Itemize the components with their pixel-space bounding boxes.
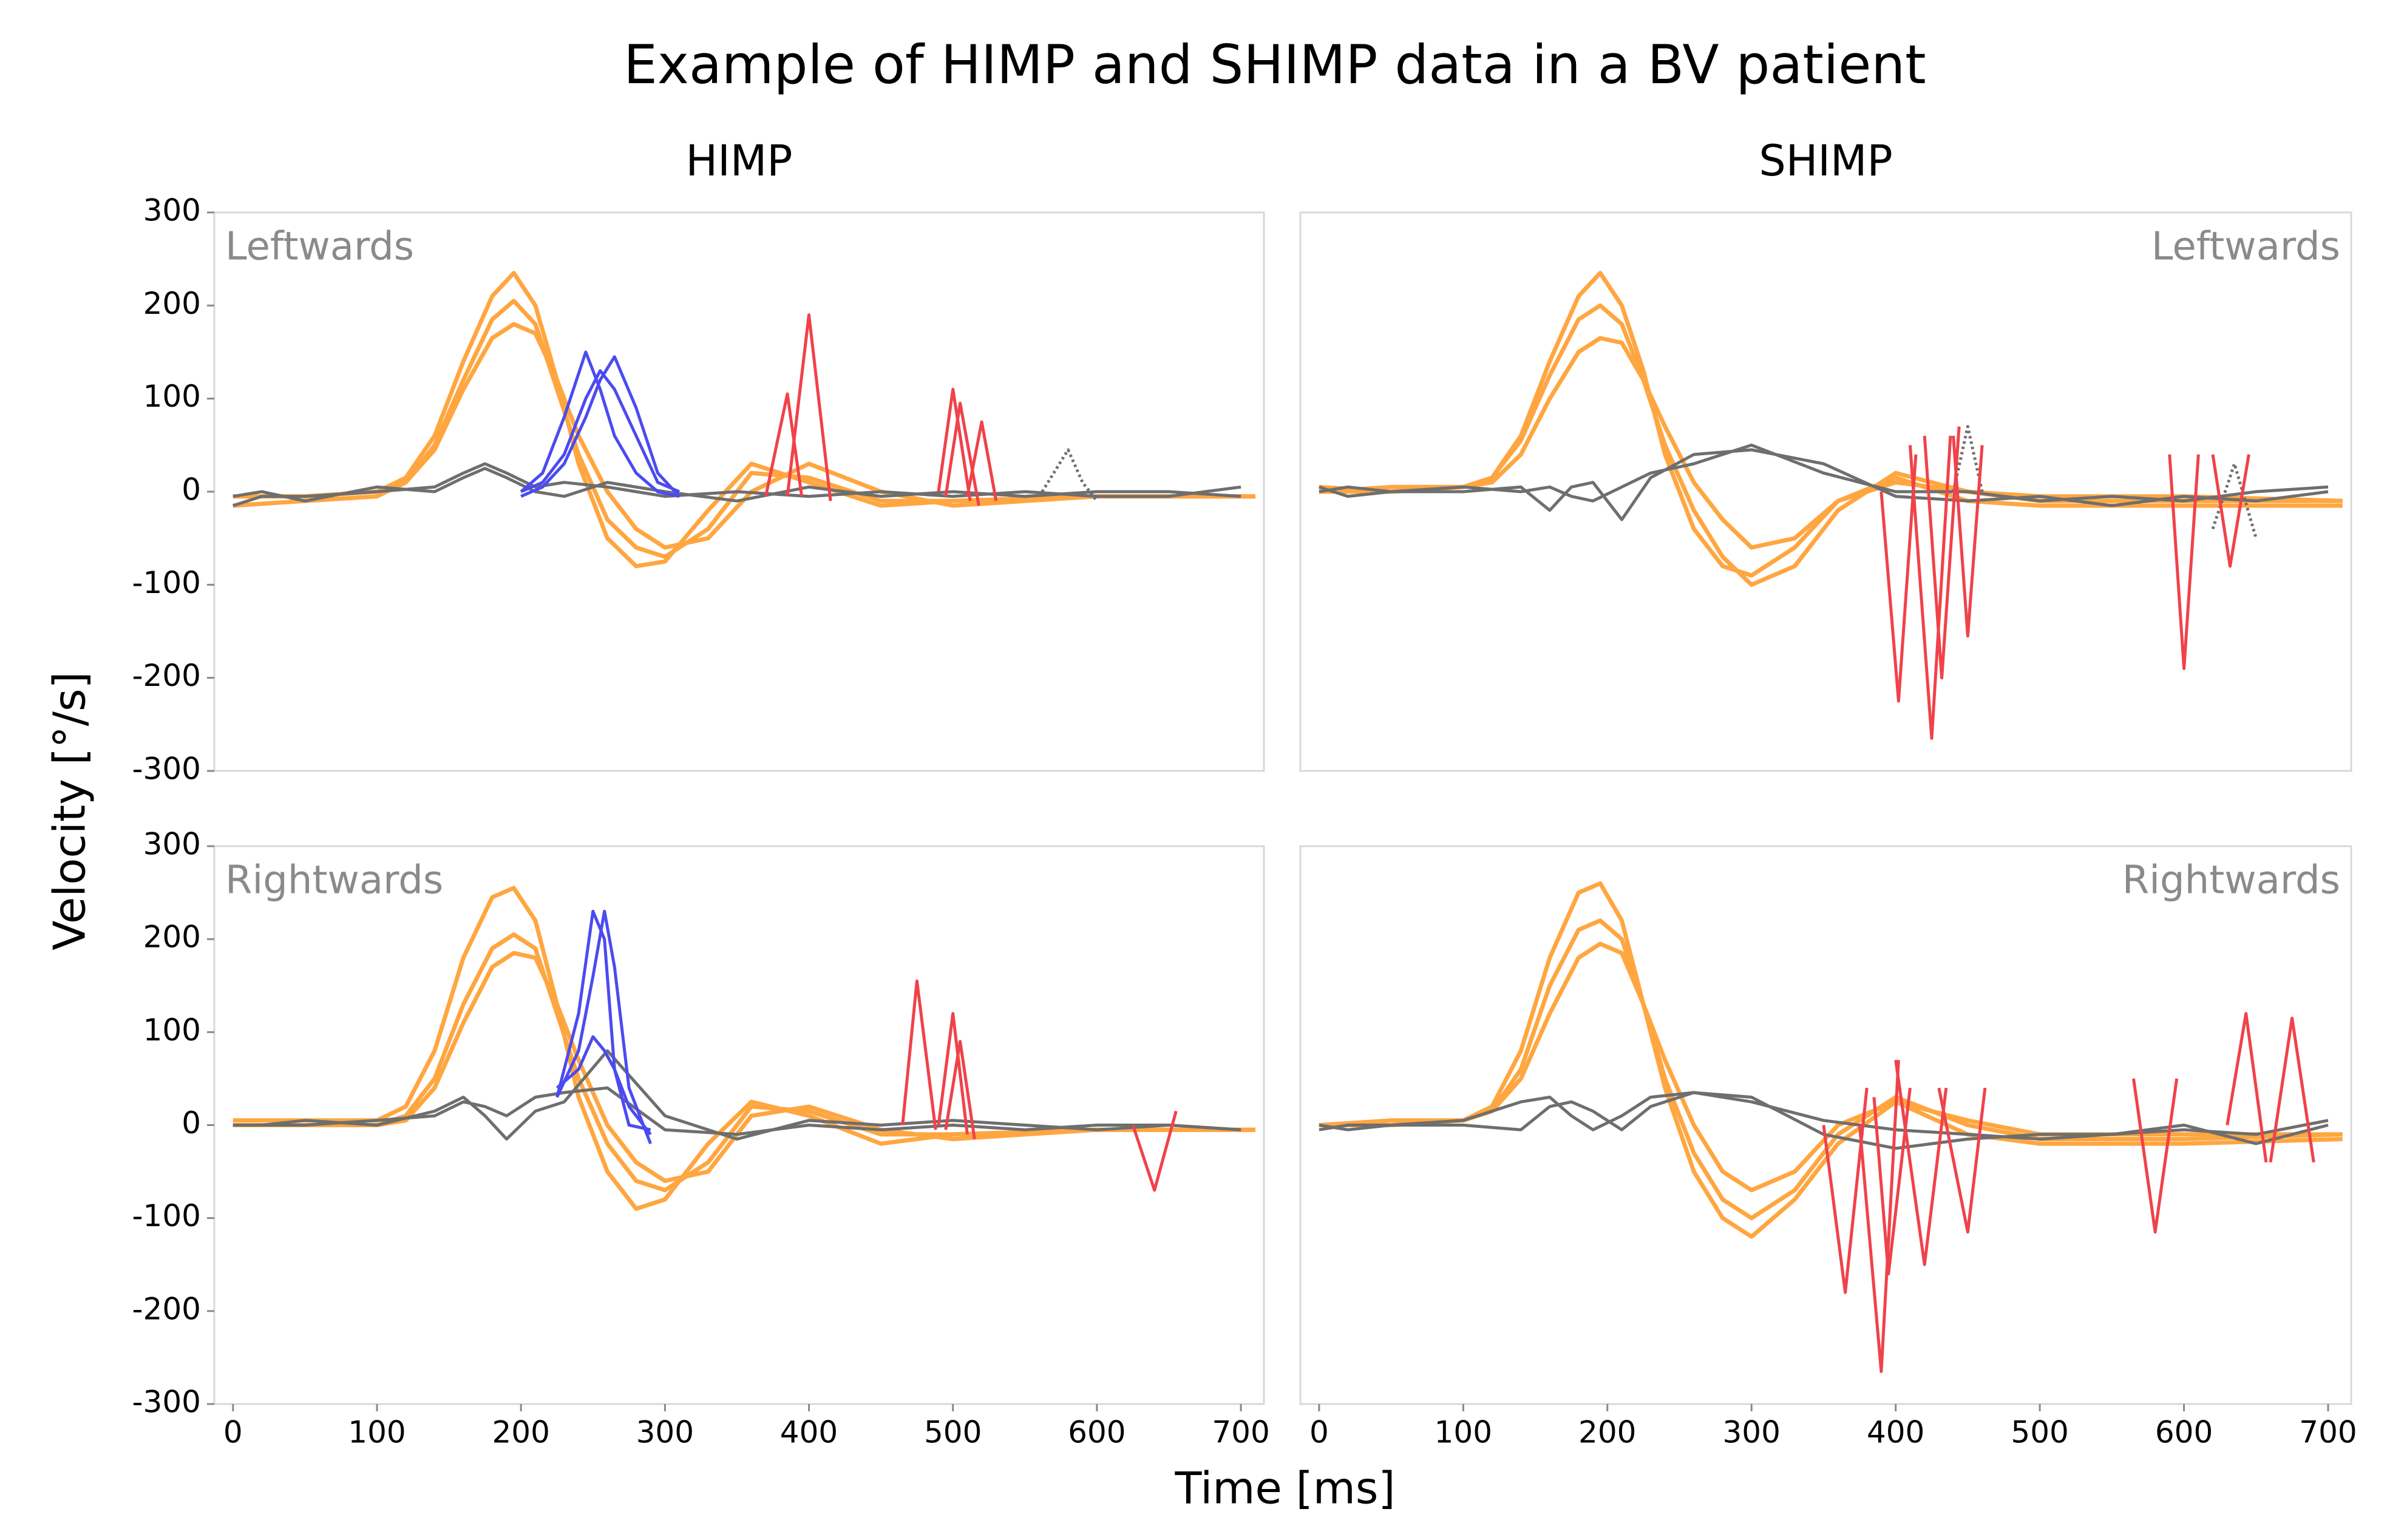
trace — [1319, 271, 2343, 578]
x-tick-label: 200 — [1578, 1415, 1636, 1450]
panel-frame — [1299, 845, 2352, 1405]
trace — [2132, 1078, 2179, 1234]
trace — [233, 951, 1255, 1183]
panel-annotation: Leftwards — [225, 225, 414, 270]
trace — [233, 886, 1255, 1211]
y-tick-label: 200 — [143, 920, 201, 955]
trace — [233, 1086, 1241, 1136]
trace — [965, 420, 998, 501]
y-tick-label: 300 — [143, 827, 201, 862]
x-tick-label: 400 — [780, 1415, 838, 1450]
x-tick-label: 200 — [492, 1415, 549, 1450]
y-tick-label: 300 — [143, 193, 201, 228]
trace — [1952, 425, 1984, 492]
trace — [1319, 881, 2343, 1239]
trace — [1908, 435, 1952, 740]
x-tick-label: 500 — [2011, 1415, 2068, 1450]
x-tick-label: 500 — [924, 1415, 982, 1450]
x-tick-label: 300 — [1722, 1415, 1780, 1450]
trace — [1319, 1091, 2329, 1150]
trace — [233, 467, 1241, 503]
trace — [764, 392, 804, 497]
trace — [937, 387, 972, 501]
trace — [1872, 1087, 1912, 1276]
y-tick-label: 0 — [182, 1105, 201, 1141]
panel-annotation: Leftwards — [2151, 225, 2340, 270]
trace — [520, 350, 680, 498]
trace — [786, 313, 832, 501]
y-tick-label: -300 — [132, 1385, 201, 1420]
trace — [233, 932, 1255, 1193]
trace — [1319, 443, 2329, 503]
y-tick-label: -300 — [132, 751, 201, 787]
x-tick-label: 100 — [1435, 1415, 1492, 1450]
y-tick-label: -200 — [132, 658, 201, 693]
trace — [1319, 448, 2329, 521]
trace — [1894, 1059, 1948, 1266]
panel-title: HIMP — [686, 136, 793, 186]
y-axis-label: Velocity [°/s] — [44, 671, 95, 950]
trace — [1319, 336, 2343, 550]
x-tick-label: 700 — [1212, 1415, 1269, 1450]
trace — [555, 909, 651, 1131]
y-tick-label: 100 — [143, 1013, 201, 1048]
trace — [1937, 1087, 1987, 1234]
trace — [937, 1012, 969, 1135]
y-tick-label: 200 — [143, 286, 201, 321]
trace — [1858, 1060, 1900, 1373]
x-tick-label: 600 — [2155, 1415, 2213, 1450]
trace — [233, 299, 1255, 559]
trace — [1037, 448, 1098, 502]
y-tick-label: 100 — [143, 379, 201, 414]
trace — [233, 322, 1255, 550]
x-tick-label: 300 — [636, 1415, 694, 1450]
trace — [233, 462, 1241, 507]
trace — [901, 979, 937, 1130]
x-tick-label: 100 — [348, 1415, 406, 1450]
trace — [2269, 1016, 2315, 1163]
y-tick-label: -200 — [132, 1291, 201, 1326]
trace — [1131, 1110, 1178, 1192]
panel-annotation: Rightwards — [2122, 858, 2340, 903]
y-tick-label: 0 — [182, 472, 201, 507]
x-tick-label: 700 — [2299, 1415, 2357, 1450]
panel-annotation: Rightwards — [225, 858, 443, 903]
y-tick-label: -100 — [132, 565, 201, 600]
trace — [233, 271, 1255, 569]
trace — [520, 355, 681, 498]
trace — [233, 1049, 1241, 1141]
y-tick-label: -100 — [132, 1198, 201, 1233]
x-tick-label: 600 — [1068, 1415, 1126, 1450]
trace — [1822, 1087, 1869, 1294]
trace — [520, 369, 681, 494]
trace — [2168, 454, 2200, 670]
trace — [2226, 1012, 2268, 1163]
x-tick-label: 0 — [1309, 1415, 1329, 1450]
trace — [944, 1040, 976, 1139]
trace — [1952, 435, 1984, 638]
panel-frame — [1299, 211, 2352, 772]
trace — [1879, 454, 1918, 703]
trace — [2211, 454, 2250, 568]
trace — [1319, 303, 2343, 587]
trace — [555, 909, 652, 1145]
panel-title: SHIMP — [1759, 136, 1892, 186]
x-tick-label: 0 — [223, 1415, 243, 1450]
trace — [555, 1035, 652, 1136]
x-tick-label: 400 — [1867, 1415, 1924, 1450]
figure-title: Example of HIMP and SHIMP data in a BV p… — [623, 33, 1926, 96]
x-axis-label: Time [ms] — [1175, 1463, 1396, 1514]
trace — [1923, 426, 1961, 680]
